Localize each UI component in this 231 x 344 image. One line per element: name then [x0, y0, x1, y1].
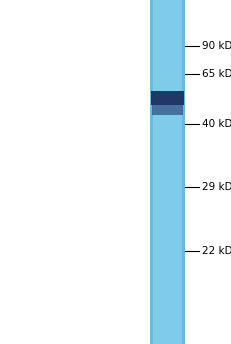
Bar — [182, 0, 185, 344]
Text: 29 kDa: 29 kDa — [202, 182, 231, 192]
Text: 22 kDa: 22 kDa — [202, 246, 231, 256]
Bar — [150, 0, 153, 344]
Bar — [150, 0, 185, 344]
Bar — [151, 91, 184, 105]
Text: 90 kDa: 90 kDa — [202, 41, 231, 51]
Text: 65 kDa: 65 kDa — [202, 69, 231, 79]
Text: 40 kDa: 40 kDa — [202, 119, 231, 129]
Bar — [152, 105, 183, 115]
